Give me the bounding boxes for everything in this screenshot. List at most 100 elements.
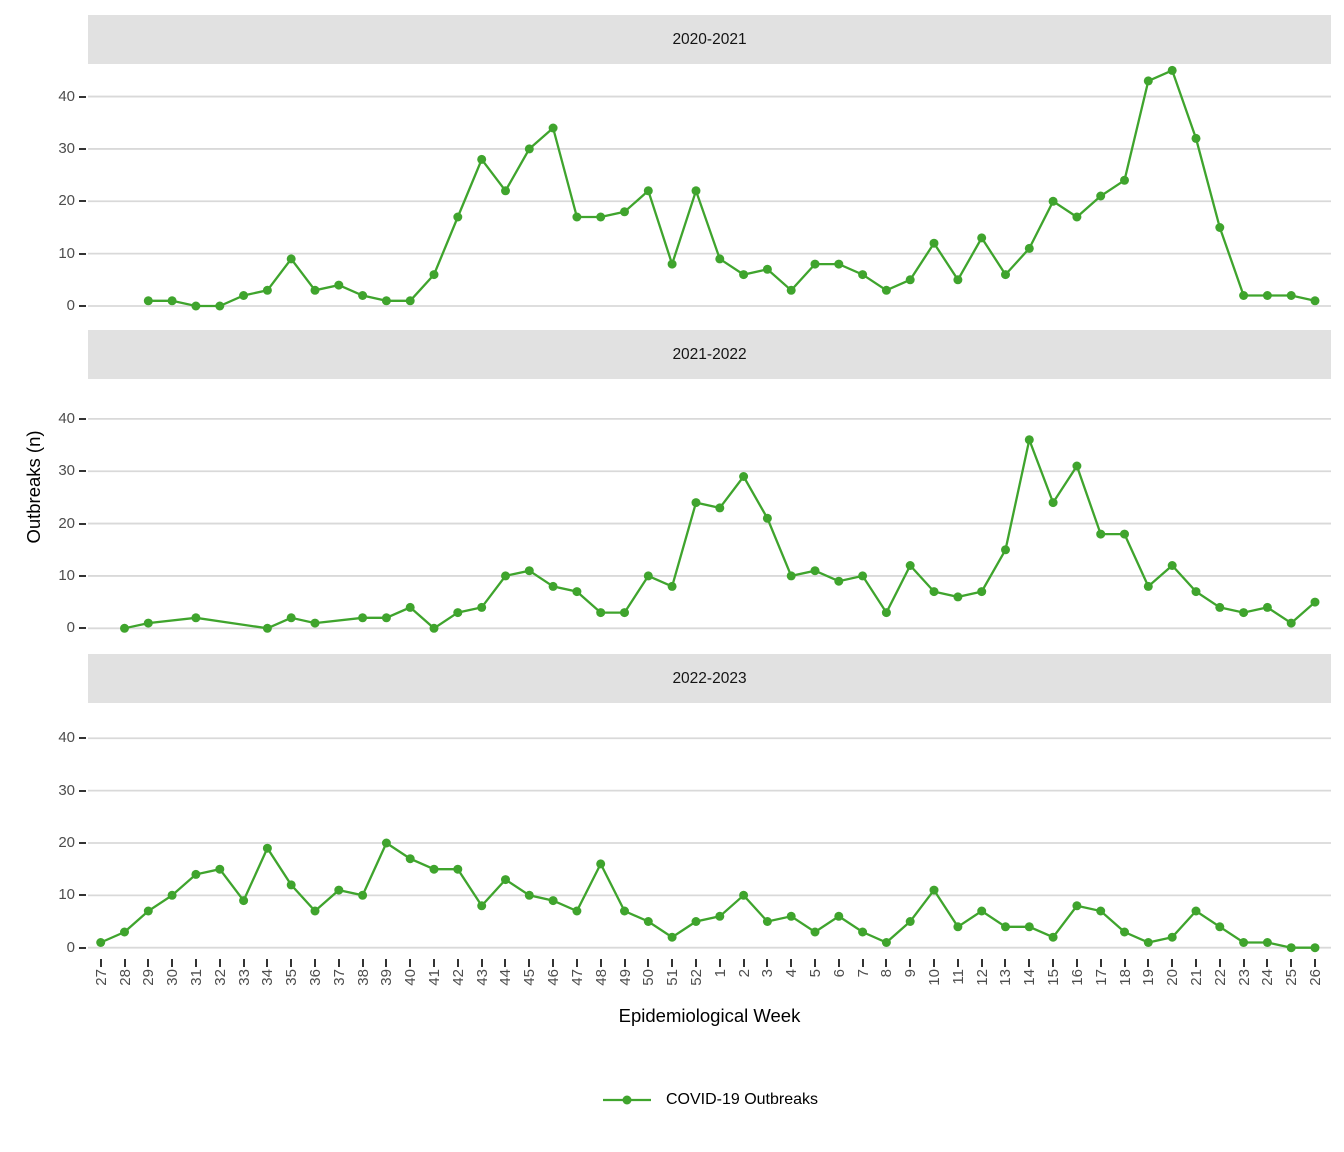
data-point xyxy=(739,472,749,481)
x-tick-mark xyxy=(1052,959,1055,967)
data-point xyxy=(358,890,368,900)
y-tick-mark xyxy=(79,252,86,255)
x-tick-mark xyxy=(599,959,602,967)
data-point xyxy=(905,275,915,285)
y-tick-mark xyxy=(79,95,86,98)
data-point xyxy=(96,938,106,947)
data-point xyxy=(572,212,582,222)
y-tick-label: 10 xyxy=(58,886,75,904)
data-point xyxy=(929,885,939,895)
data-point xyxy=(501,571,510,581)
x-tick-mark xyxy=(837,959,840,967)
x-tick-mark xyxy=(1004,959,1007,967)
data-point xyxy=(762,513,772,523)
data-point xyxy=(1286,291,1296,300)
x-axis-title: Epidemiological Week xyxy=(618,1005,801,1026)
x-tick-mark xyxy=(1075,959,1078,967)
data-point xyxy=(929,238,939,248)
data-point xyxy=(1048,932,1058,942)
data-point xyxy=(810,566,820,576)
data-point xyxy=(262,285,272,295)
y-tick-label: 0 xyxy=(66,297,75,314)
data-point xyxy=(1072,212,1082,222)
x-tick-mark xyxy=(1194,959,1197,967)
data-point xyxy=(477,602,487,612)
x-tick-mark xyxy=(528,959,531,967)
facet-panel-2021-2022 xyxy=(88,379,1331,642)
data-point xyxy=(1096,529,1106,539)
data-point xyxy=(548,123,558,133)
x-tick-mark xyxy=(647,959,650,967)
data-point xyxy=(191,613,201,623)
line-series xyxy=(124,435,1316,630)
data-point xyxy=(239,291,249,300)
data-point xyxy=(1024,435,1034,445)
data-point xyxy=(1262,602,1272,612)
facet-strip-2020-2021: 2020-2021 xyxy=(88,15,1331,64)
data-point xyxy=(643,186,653,196)
y-tick-label: 0 xyxy=(66,938,75,956)
x-tick-mark xyxy=(1242,959,1245,967)
y-tick-label: 20 xyxy=(58,833,75,851)
data-point xyxy=(167,890,177,900)
x-tick-mark xyxy=(1171,959,1174,967)
data-point xyxy=(286,880,296,890)
data-point xyxy=(739,270,749,280)
data-point xyxy=(1096,191,1106,201)
x-tick-mark xyxy=(99,959,102,967)
data-point xyxy=(834,911,844,921)
x-tick-mark xyxy=(456,959,459,967)
data-point xyxy=(1239,291,1249,300)
data-point xyxy=(905,561,915,570)
data-point xyxy=(310,618,320,628)
plot-area xyxy=(88,737,1331,953)
data-point xyxy=(143,618,153,628)
x-tick-mark xyxy=(504,959,507,967)
data-point xyxy=(524,566,534,576)
x-tick-mark xyxy=(480,959,483,967)
y-tick-label: 40 xyxy=(58,87,75,105)
x-tick-mark xyxy=(1123,959,1126,967)
data-point xyxy=(977,233,987,243)
data-point xyxy=(1143,938,1153,947)
y-tick-label: 10 xyxy=(58,566,75,584)
y-tick-mark xyxy=(79,627,86,630)
x-tick-mark xyxy=(242,959,245,967)
x-tick-mark xyxy=(123,959,126,967)
y-tick-label: 30 xyxy=(58,462,75,480)
x-tick-mark xyxy=(337,959,340,967)
data-point xyxy=(1048,498,1058,508)
y-tick-label: 0 xyxy=(66,619,75,637)
x-tick-mark xyxy=(1290,959,1293,967)
y-tick-label: 40 xyxy=(58,409,75,427)
data-point xyxy=(739,890,749,900)
x-tick-mark xyxy=(933,959,936,967)
y-tick-mark xyxy=(79,147,86,150)
data-point xyxy=(953,275,963,285)
x-tick-mark xyxy=(433,959,436,967)
data-point xyxy=(1191,587,1201,597)
data-point xyxy=(262,843,272,853)
x-tick-mark xyxy=(171,959,174,967)
facet-panel-2022-2023 xyxy=(88,703,1331,960)
legend-key-point xyxy=(622,1095,632,1105)
y-tick-mark xyxy=(79,574,86,577)
data-point xyxy=(1096,906,1106,916)
data-point xyxy=(881,938,891,947)
data-point xyxy=(1215,602,1225,612)
data-point xyxy=(834,576,844,586)
x-tick-mark xyxy=(980,959,983,967)
data-point xyxy=(1024,243,1034,253)
x-tick-mark xyxy=(575,959,578,967)
data-point xyxy=(215,301,225,311)
data-point xyxy=(1167,65,1177,75)
data-point xyxy=(715,911,725,921)
data-point xyxy=(1143,76,1153,86)
x-tick-mark xyxy=(956,959,959,967)
data-point xyxy=(596,608,606,618)
y-tick-mark xyxy=(79,946,86,949)
data-point xyxy=(381,296,391,306)
data-point xyxy=(262,623,272,633)
data-point xyxy=(1120,529,1129,539)
